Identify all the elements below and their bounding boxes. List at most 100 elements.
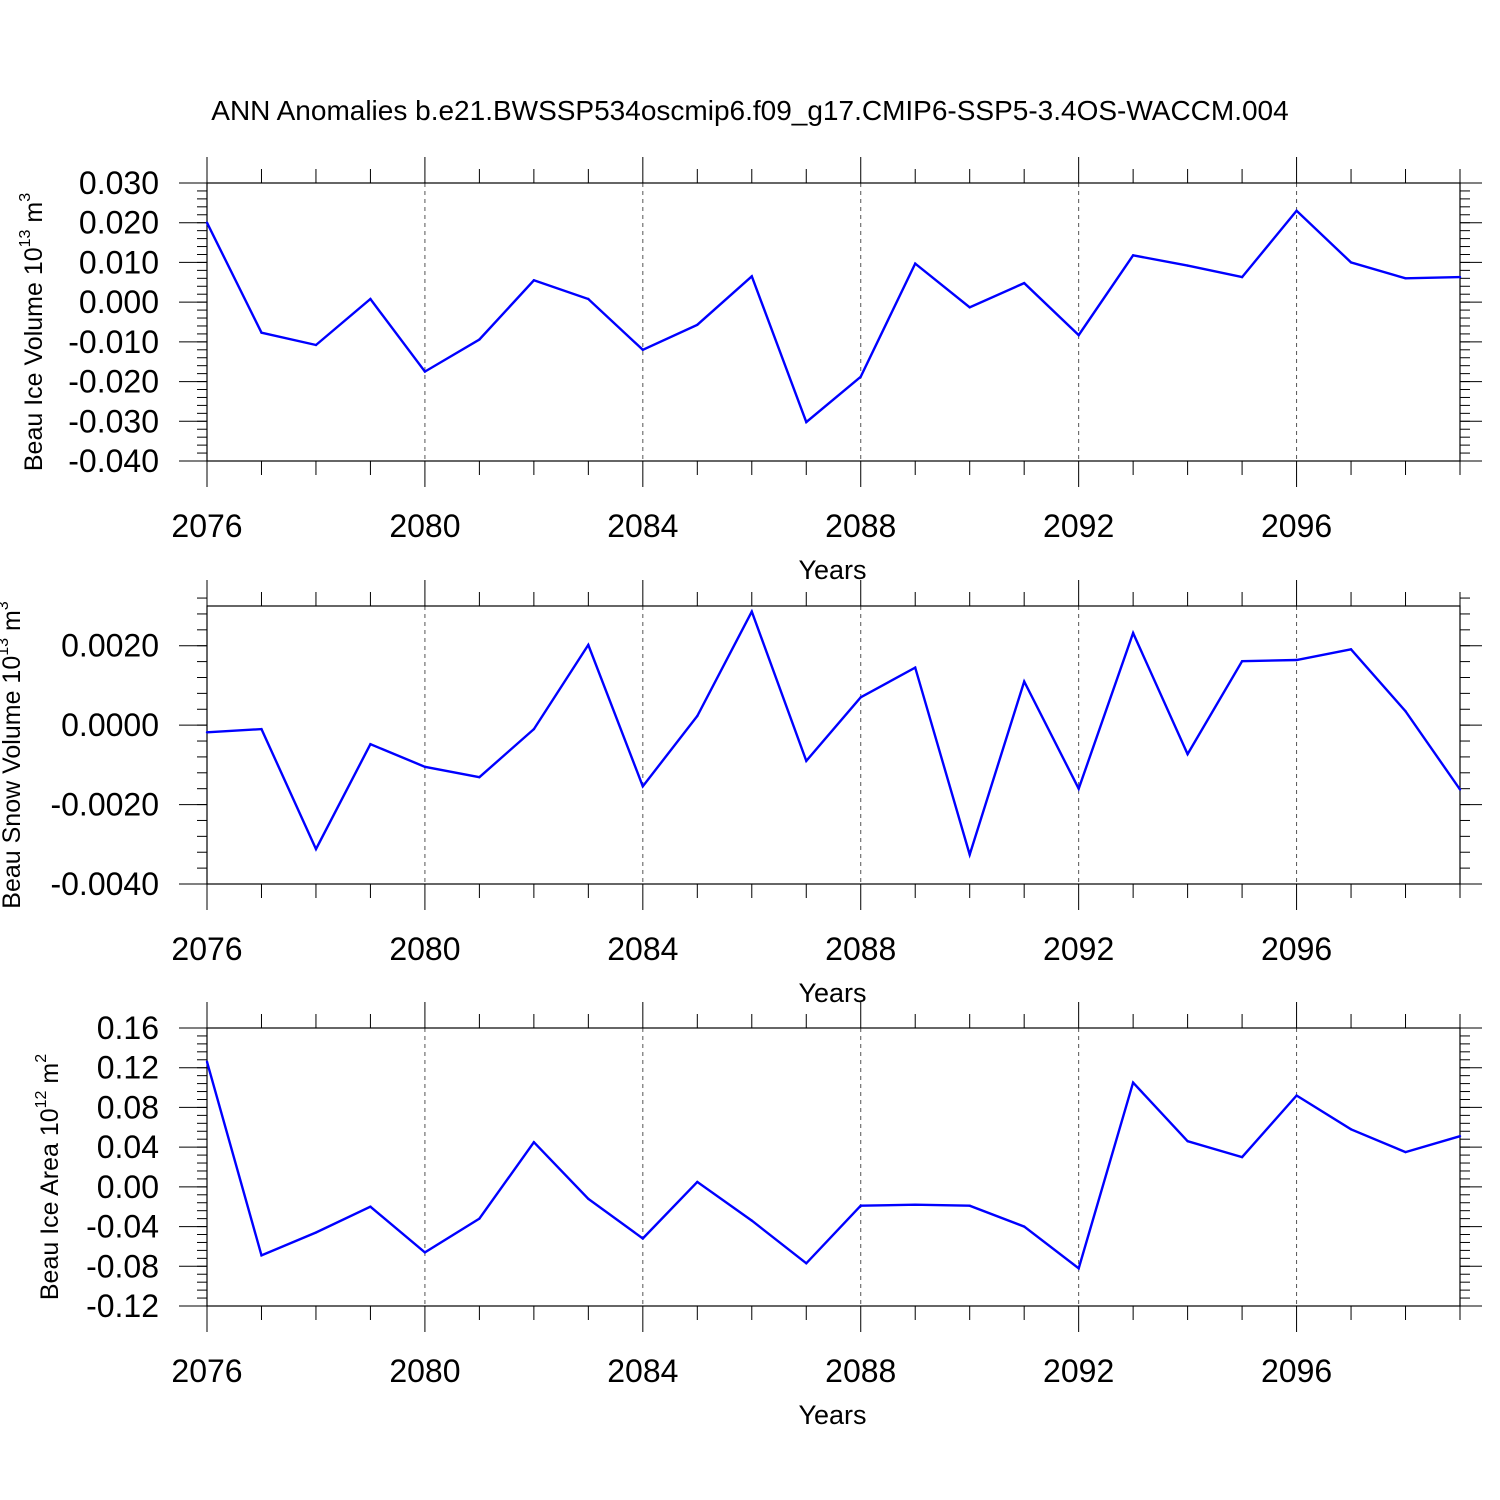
y-axis-label-unit: m	[36, 1063, 64, 1091]
data-point	[641, 1237, 645, 1240]
data-point	[641, 348, 645, 351]
data-point	[532, 279, 536, 282]
y-axis-label-exponent: 13	[0, 638, 12, 656]
series-line	[205, 1061, 1461, 1271]
x-tick-label: 2076	[171, 1353, 242, 1389]
y-tick-label: -0.020	[68, 364, 159, 400]
y-tick-label: 0.030	[79, 165, 159, 201]
data-point	[914, 666, 917, 669]
y-tick-label: -0.0040	[50, 866, 159, 902]
data-point	[696, 1180, 699, 1184]
y-axis-label: Beau Snow Volume 1013 m3	[0, 601, 26, 909]
data-point	[859, 375, 862, 379]
data-point	[641, 785, 645, 788]
data-point	[478, 775, 481, 779]
data-point	[696, 323, 699, 326]
y-axis-label-main: Beau Snow Volume 10	[0, 656, 26, 909]
data-point	[1295, 1094, 1298, 1097]
y-axis-label-unit-exponent: 3	[0, 601, 12, 610]
x-tick-label: 2080	[389, 931, 460, 967]
y-tick-label: -0.04	[86, 1209, 159, 1245]
data-point	[423, 370, 427, 373]
data-point	[1131, 1081, 1135, 1084]
data-point	[423, 1251, 427, 1254]
x-tick-label: 2096	[1261, 931, 1332, 967]
x-axis-label: Years	[798, 1400, 866, 1430]
y-axis-label-unit-exponent: 2	[33, 1054, 50, 1063]
y-axis-label-exponent: 12	[33, 1090, 50, 1108]
x-tick-label: 2084	[607, 508, 678, 544]
data-point	[1077, 333, 1080, 337]
data-point	[587, 643, 590, 647]
data-point	[1186, 264, 1189, 267]
data-point	[968, 853, 971, 856]
x-tick-label: 2092	[1043, 931, 1114, 967]
series-line	[205, 209, 1461, 425]
data-point	[532, 727, 536, 731]
x-tick-label: 2092	[1043, 508, 1114, 544]
y-tick-label: 0.000	[79, 284, 159, 320]
data-point	[750, 275, 753, 278]
x-tick-label: 2076	[171, 931, 242, 967]
plot-frame	[206, 605, 1461, 885]
y-tick-label: 0.00	[97, 1169, 159, 1205]
data-point	[1186, 1139, 1189, 1143]
y-tick-label: -0.12	[86, 1288, 159, 1324]
x-axis-label: Years	[798, 978, 866, 1008]
data-point	[1131, 254, 1135, 257]
y-tick-label: -0.040	[68, 443, 159, 479]
series-line	[206, 608, 1461, 859]
figure-title: ANN Anomalies b.e21.BWSSP534oscmip6.f09_…	[211, 95, 1288, 126]
y-axis-label: Beau Ice Area 1012 m2	[33, 1054, 64, 1300]
data-point	[314, 1231, 318, 1234]
data-point	[369, 743, 372, 746]
y-tick-label: -0.030	[68, 403, 159, 439]
data-point	[478, 338, 481, 341]
y-axis-label-unit-exponent: 3	[17, 193, 34, 202]
data-point	[1458, 275, 1462, 279]
data-point	[314, 847, 318, 851]
panel-3: -0.12 -0.08-0.04 0.00 0.04 0.080.12 0.16 2076 2…	[33, 1002, 1482, 1430]
data-point	[968, 1204, 971, 1207]
data-point	[1077, 1267, 1080, 1270]
data-point	[1077, 787, 1080, 790]
y-tick-label: -0.08	[86, 1248, 159, 1284]
data-point	[1458, 1135, 1462, 1138]
y-tick-label: 0.020	[79, 205, 159, 241]
data-point	[260, 331, 263, 334]
data-point	[805, 420, 808, 424]
y-axis-label-main: Beau Ice Volume 10	[20, 247, 48, 471]
data-point	[260, 727, 263, 731]
plot-frame	[206, 1027, 1461, 1307]
data-point	[587, 1197, 590, 1200]
y-tick-label: 0.12	[97, 1050, 159, 1086]
data-point	[1404, 277, 1407, 280]
data-point	[1404, 710, 1407, 713]
y-tick-label: 0.0000	[61, 707, 159, 743]
data-point	[1022, 1225, 1026, 1228]
y-axis-label-unit: m	[0, 610, 26, 638]
x-tick-label: 2084	[607, 1353, 678, 1389]
panel-2: -0.0040 -0.0020 0.0000 0.0020 2076 2080 2084 20…	[0, 580, 1482, 1008]
data-point	[859, 1204, 862, 1207]
data-point	[532, 1140, 536, 1144]
data-point	[750, 610, 753, 613]
data-point	[478, 1217, 481, 1220]
data-point	[1022, 680, 1026, 683]
y-tick-label: -0.010	[68, 324, 159, 360]
data-point	[1349, 1128, 1353, 1131]
data-point	[205, 1060, 209, 1063]
data-point	[1131, 631, 1135, 635]
y-axis-label: Beau Ice Volume 1013 m3	[17, 193, 48, 471]
x-tick-label: 2076	[171, 508, 242, 544]
data-point	[1349, 261, 1353, 264]
data-point	[1295, 658, 1298, 662]
plot-frame	[206, 182, 1461, 462]
x-tick-label: 2080	[389, 508, 460, 544]
x-tick-label: 2088	[825, 1353, 896, 1389]
data-point	[205, 221, 209, 224]
data-point	[805, 1262, 808, 1265]
